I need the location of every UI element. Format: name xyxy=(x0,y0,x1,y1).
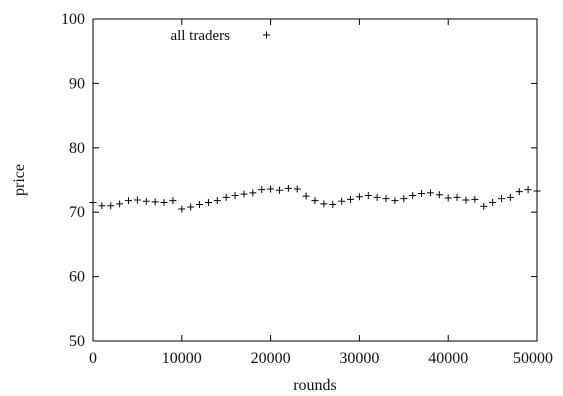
data-point xyxy=(400,195,408,203)
data-point xyxy=(222,193,230,201)
y-tick-label: 70 xyxy=(69,204,85,221)
data-point xyxy=(249,189,257,197)
data-point xyxy=(107,202,115,210)
data-point xyxy=(169,197,177,205)
data-point xyxy=(453,193,461,201)
data-point xyxy=(409,191,417,199)
data-point xyxy=(524,186,532,194)
data-point xyxy=(98,202,106,210)
data-point xyxy=(471,195,479,203)
y-axis-ticks: 50 60 70 80 90 100 xyxy=(61,11,537,350)
data-point xyxy=(151,198,159,206)
legend-label: all traders xyxy=(170,28,230,44)
data-point xyxy=(444,194,452,202)
data-point xyxy=(231,191,239,199)
data-point xyxy=(267,185,275,193)
y-axis-label: price xyxy=(11,164,28,196)
data-point xyxy=(116,200,124,208)
x-axis-label: rounds xyxy=(293,377,337,394)
data-point xyxy=(125,197,133,205)
data-point xyxy=(373,193,381,201)
data-point xyxy=(533,187,541,195)
data-point xyxy=(480,202,488,210)
data-point xyxy=(320,200,328,208)
data-point xyxy=(213,197,221,205)
data-point xyxy=(284,184,292,192)
data-point xyxy=(364,191,372,199)
data-point xyxy=(489,199,497,207)
x-tick-label: 30000 xyxy=(339,350,379,367)
plot-frame xyxy=(92,18,538,342)
data-point xyxy=(338,197,346,205)
data-point xyxy=(160,199,168,207)
y-tick-label: 100 xyxy=(61,11,85,28)
data-point xyxy=(133,196,141,204)
x-tick-label: 20000 xyxy=(251,350,291,367)
data-point xyxy=(418,190,426,198)
data-point xyxy=(391,197,399,205)
y-tick-label: 60 xyxy=(69,269,85,286)
data-point xyxy=(275,186,283,194)
data-point xyxy=(426,189,434,197)
data-point xyxy=(311,197,319,205)
y-tick-label: 80 xyxy=(69,140,85,157)
data-point xyxy=(196,200,204,208)
x-tick-label: 0 xyxy=(89,350,97,367)
x-axis-ticks: 0 10000 20000 30000 40000 50000 xyxy=(89,19,553,367)
x-tick-label: 10000 xyxy=(162,350,202,367)
data-point xyxy=(435,191,443,199)
data-point xyxy=(515,188,523,196)
data-point xyxy=(382,195,390,203)
legend-marker xyxy=(263,31,270,39)
y-tick-label: 50 xyxy=(69,333,85,350)
data-point xyxy=(204,199,212,207)
x-tick-label: 50000 xyxy=(513,350,553,367)
data-point xyxy=(178,205,186,213)
series-all-traders xyxy=(89,184,541,213)
data-point xyxy=(462,196,470,204)
x-tick-label: 40000 xyxy=(428,350,468,367)
data-point xyxy=(497,195,505,203)
y-tick-label: 90 xyxy=(69,75,85,92)
data-point xyxy=(89,199,97,207)
data-point xyxy=(258,186,266,194)
data-point xyxy=(506,193,514,201)
data-point xyxy=(347,195,355,203)
data-point xyxy=(142,197,150,205)
data-point xyxy=(240,190,248,198)
data-point xyxy=(355,193,363,201)
data-point xyxy=(302,192,310,200)
data-point xyxy=(187,203,195,211)
data-point xyxy=(329,200,337,208)
legend: all traders xyxy=(170,28,270,44)
data-point xyxy=(293,185,301,193)
